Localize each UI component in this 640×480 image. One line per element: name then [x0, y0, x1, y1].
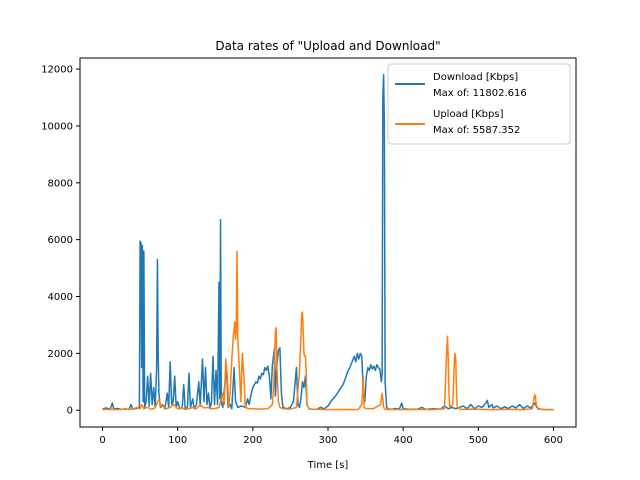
x-tick-label: 500	[469, 435, 488, 446]
y-axis: 0 2000 4000 6000 8000 10000 12000	[41, 65, 80, 417]
legend-download-max: Max of: 11802.616	[433, 88, 527, 99]
y-tick-label: 12000	[41, 65, 73, 76]
y-tick-label: 0	[67, 406, 73, 417]
x-tick-label: 400	[394, 435, 413, 446]
y-tick-label: 10000	[41, 121, 73, 132]
x-tick-label: 200	[243, 435, 262, 446]
x-axis-label: Time [s]	[307, 460, 349, 471]
y-tick-label: 4000	[48, 292, 73, 303]
y-tick-label: 6000	[48, 235, 73, 246]
series-line-upload	[102, 250, 554, 411]
x-tick-label: 600	[544, 435, 563, 446]
legend-download-label: Download [Kbps]	[433, 72, 518, 83]
y-tick-label: 8000	[48, 178, 73, 189]
legend-upload-max: Max of: 5587.352	[433, 125, 520, 136]
x-axis: 0 100 200 300 400 500 600	[99, 427, 563, 446]
x-tick-label: 100	[168, 435, 187, 446]
x-tick-label: 0	[99, 435, 105, 446]
legend-box	[387, 63, 571, 145]
x-tick-label: 300	[318, 435, 337, 446]
y-tick-label: 2000	[48, 349, 73, 360]
chart-title: Data rates of "Upload and Download"	[215, 39, 440, 53]
legend-upload-label: Upload [Kbps]	[433, 109, 504, 120]
legend: Download [Kbps] Max of: 11802.616 Upload…	[387, 63, 571, 145]
plot-lines	[102, 73, 554, 411]
